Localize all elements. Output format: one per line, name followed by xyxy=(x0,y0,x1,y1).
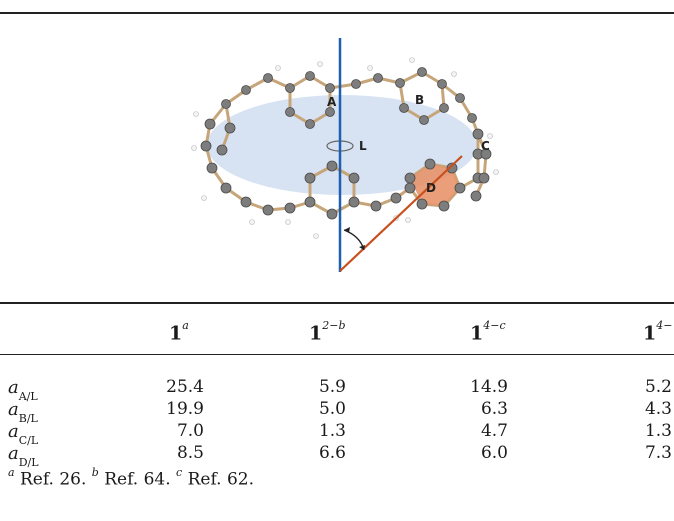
table-row: aB/L 19.9 5.0 6.3 4.3 xyxy=(0,399,674,425)
molecule-figure: A B C D L xyxy=(191,38,499,272)
ring-label-l: L xyxy=(359,139,367,153)
angle-arrowhead-top-icon xyxy=(344,227,350,233)
table-row: aC/L 7.0 1.3 4.7 1.3 xyxy=(0,421,674,447)
footnote-text: Ref. 26. xyxy=(14,469,92,490)
table-cell: 4.7 xyxy=(480,421,508,441)
row-label: aC/L xyxy=(8,421,39,447)
table-cell: 19.9 xyxy=(166,399,204,419)
ring-label-a: A xyxy=(327,95,337,109)
table-header-rule xyxy=(0,354,674,355)
table-cell: 6.0 xyxy=(480,443,508,463)
row-label: aA/L xyxy=(8,377,38,403)
column-header-3: 14−c xyxy=(470,319,506,345)
table-cell: 25.4 xyxy=(166,377,204,397)
ring-d-highlight xyxy=(410,164,460,206)
table-cell: 6.6 xyxy=(318,443,346,463)
ring-label-d: D xyxy=(426,181,436,195)
carbon-atoms xyxy=(200,67,492,220)
table-top-rule xyxy=(0,302,674,304)
ring-d-normal-line xyxy=(339,155,463,272)
column-header-2: 12−b xyxy=(309,319,346,345)
row-label: aD/L xyxy=(8,443,39,469)
table-footnotes: a Ref. 26. b Ref. 64. c Ref. 62. xyxy=(8,466,254,490)
footnote-mark: c xyxy=(176,466,183,479)
table-row: aD/L 8.5 6.6 6.0 7.3 xyxy=(0,443,674,469)
footnote-mark: b xyxy=(91,466,99,479)
table-cell: 5.9 xyxy=(318,377,346,397)
table-row: aA/L 25.4 5.9 14.9 5.2 xyxy=(0,377,674,403)
column-header-4: 14− xyxy=(643,319,673,345)
table-cell: 5.0 xyxy=(318,399,346,419)
table-cell: 7.0 xyxy=(176,421,204,441)
table-cell: 14.9 xyxy=(470,377,508,397)
table-cell: 1.3 xyxy=(318,421,346,441)
ring-label-c: C xyxy=(481,139,490,153)
angle-arrowhead-bottom-icon xyxy=(359,245,365,250)
table-cell: 1.3 xyxy=(644,421,672,441)
row-label: aB/L xyxy=(8,399,38,425)
mean-plane-ellipse xyxy=(207,95,477,195)
footnote-text: Ref. 64. xyxy=(98,469,177,490)
table-cell: 7.3 xyxy=(644,443,672,463)
top-rule xyxy=(0,12,674,14)
ring-label-b: B xyxy=(415,93,424,107)
footnote-text: Ref. 62. xyxy=(182,469,254,490)
table-cell: 6.3 xyxy=(480,399,508,419)
table-cell: 4.3 xyxy=(644,399,672,419)
column-header-1: 1a xyxy=(169,319,189,345)
table-cell: 5.2 xyxy=(644,377,672,397)
footnote-mark: a xyxy=(8,466,15,479)
table-cell: 8.5 xyxy=(176,443,204,463)
hydrogen-atoms xyxy=(191,57,499,239)
